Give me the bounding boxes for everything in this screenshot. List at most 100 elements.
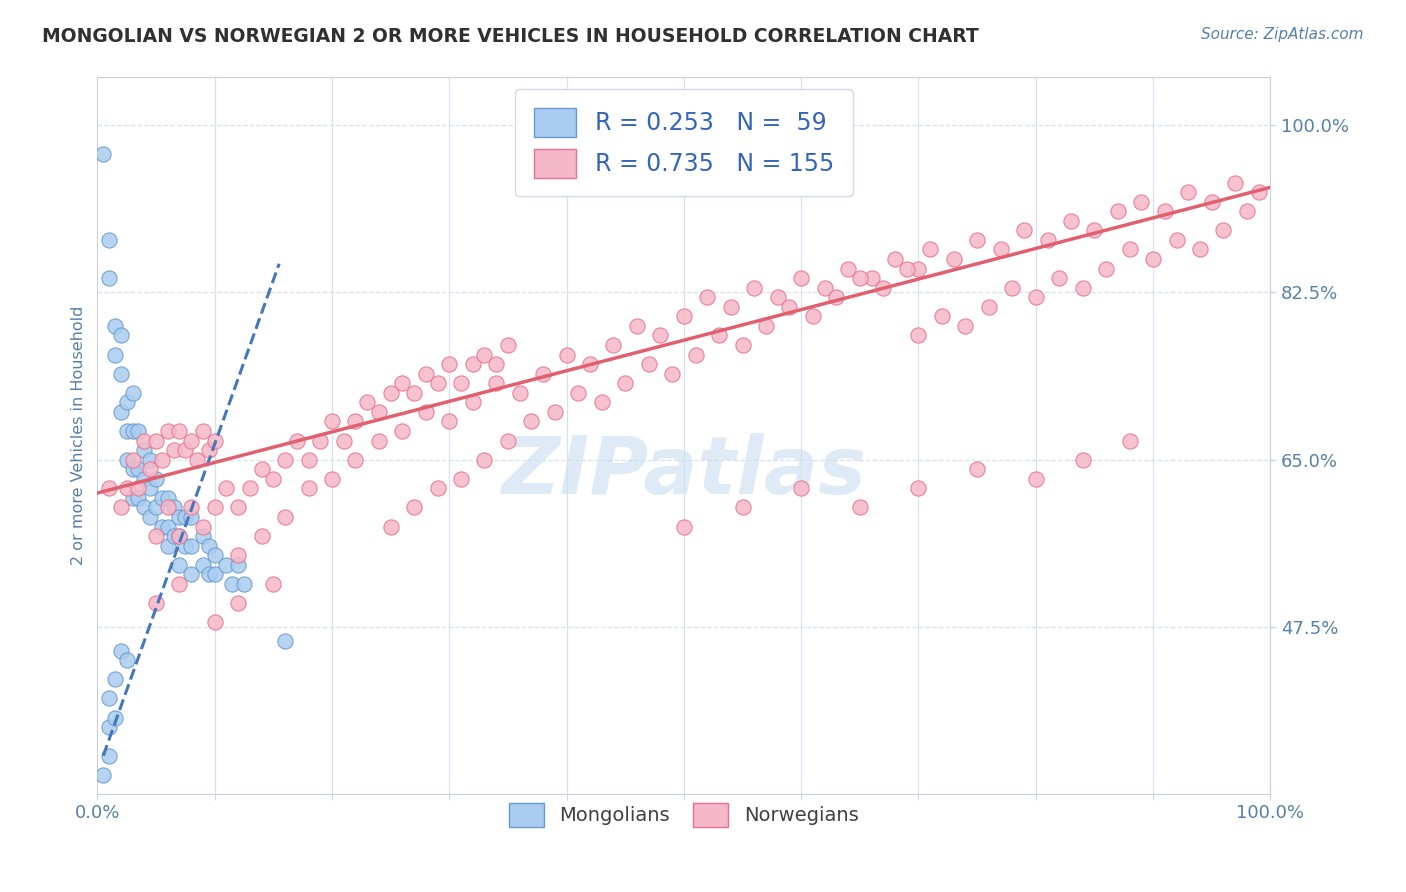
Point [837, 261, 859, 276]
Point [485, 357, 508, 371]
Point [134, 443, 156, 458]
Point [367, 405, 389, 419]
Point [1001, 280, 1024, 294]
Point [814, 280, 837, 294]
Point [321, 414, 343, 428]
Point [1118, 434, 1140, 448]
Point [180, 434, 202, 448]
Point [139, 462, 162, 476]
Point [1071, 452, 1094, 467]
Point [332, 434, 354, 448]
Point [121, 491, 143, 505]
Point [139, 510, 162, 524]
Point [191, 519, 214, 533]
Point [98, 691, 121, 706]
Point [226, 596, 249, 610]
Point [121, 462, 143, 476]
Point [174, 539, 197, 553]
Point [145, 500, 167, 515]
Point [156, 491, 179, 505]
Point [579, 357, 602, 371]
Y-axis label: 2 or more Vehicles in Household: 2 or more Vehicles in Household [72, 306, 86, 566]
Point [544, 405, 567, 419]
Point [391, 376, 413, 391]
Point [1047, 271, 1070, 285]
Point [110, 644, 132, 658]
Point [404, 500, 426, 515]
Point [204, 567, 226, 582]
Point [1188, 243, 1211, 257]
Point [145, 529, 167, 543]
Point [150, 452, 173, 467]
Point [461, 357, 484, 371]
Text: MONGOLIAN VS NORWEGIAN 2 OR MORE VEHICLES IN HOUSEHOLD CORRELATION CHART: MONGOLIAN VS NORWEGIAN 2 OR MORE VEHICLE… [42, 27, 979, 45]
Point [849, 271, 872, 285]
Point [766, 290, 789, 304]
Point [1247, 185, 1270, 199]
Point [274, 634, 297, 648]
Point [731, 500, 754, 515]
Point [707, 328, 730, 343]
Point [169, 577, 191, 591]
Point [555, 347, 578, 361]
Point [134, 472, 156, 486]
Point [226, 548, 249, 562]
Point [884, 252, 907, 266]
Point [415, 367, 437, 381]
Point [860, 271, 883, 285]
Point [127, 491, 149, 505]
Point [121, 452, 143, 467]
Point [134, 434, 156, 448]
Point [1012, 223, 1035, 237]
Point [977, 300, 1000, 314]
Point [1118, 243, 1140, 257]
Point [920, 243, 942, 257]
Point [145, 596, 167, 610]
Point [134, 500, 156, 515]
Point [174, 443, 197, 458]
Point [139, 452, 162, 467]
Point [91, 768, 114, 782]
Point [990, 243, 1012, 257]
Text: ZIPatlas: ZIPatlas [502, 433, 866, 510]
Legend: Mongolians, Norwegians: Mongolians, Norwegians [501, 795, 866, 835]
Point [907, 261, 929, 276]
Point [180, 510, 202, 524]
Point [98, 233, 121, 247]
Point [169, 424, 191, 438]
Point [121, 424, 143, 438]
Point [955, 318, 977, 333]
Point [496, 434, 519, 448]
Point [790, 481, 813, 495]
Point [637, 357, 659, 371]
Point [896, 261, 918, 276]
Point [297, 452, 319, 467]
Point [942, 252, 965, 266]
Point [91, 147, 114, 161]
Point [344, 452, 367, 467]
Point [1236, 204, 1258, 219]
Point [115, 395, 138, 409]
Point [1142, 252, 1164, 266]
Point [1225, 176, 1247, 190]
Point [180, 539, 202, 553]
Point [742, 280, 765, 294]
Point [1177, 185, 1199, 199]
Point [98, 748, 121, 763]
Point [461, 395, 484, 409]
Point [115, 481, 138, 495]
Point [731, 338, 754, 352]
Point [150, 519, 173, 533]
Point [150, 491, 173, 505]
Point [162, 500, 184, 515]
Point [439, 357, 461, 371]
Point [204, 434, 226, 448]
Point [145, 472, 167, 486]
Point [474, 347, 496, 361]
Point [204, 548, 226, 562]
Point [115, 653, 138, 667]
Point [1201, 194, 1223, 209]
Point [415, 405, 437, 419]
Point [156, 500, 179, 515]
Point [591, 395, 613, 409]
